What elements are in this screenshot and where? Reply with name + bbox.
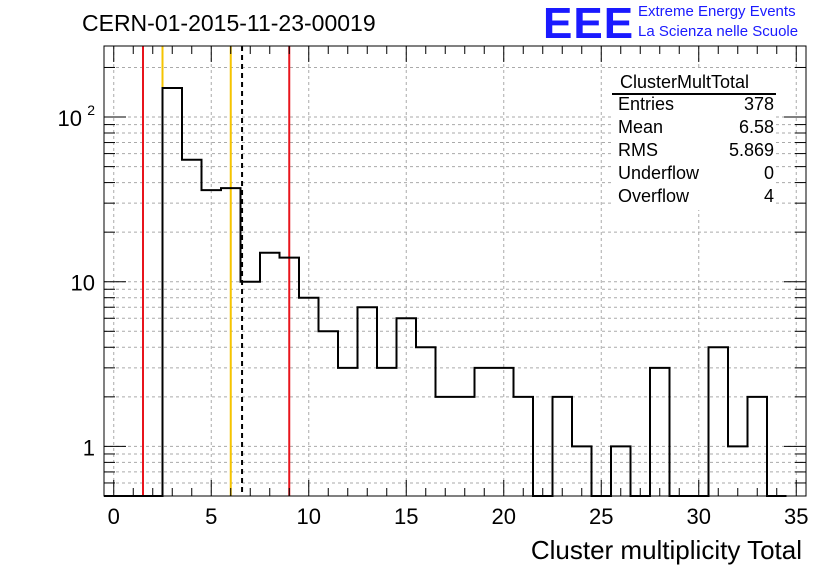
stats-row-underflow: Underflow 0 [618,163,774,186]
run-title: CERN-01-2015-11-23-00019 [82,10,376,36]
stats-value: 6.58 [738,117,774,137]
x-tick-label: 10 [297,504,321,529]
histogram-bin [163,88,183,496]
x-tick-label: 30 [687,504,711,529]
histogram-bin [319,331,339,496]
plot-frame-border [103,45,807,497]
x-tick-label: 20 [492,504,516,529]
stats-value: 4 [763,186,774,206]
x-tick-label: 35 [784,504,808,529]
histogram-series [104,87,787,497]
stats-row-overflow: Overflow 4 [618,186,774,209]
y-tick-label-exponent: 2 [87,102,95,118]
y-tick-label: 10 [71,271,95,296]
stats-box: ClusterMultTotal Entries 378 Mean 6.58 R… [612,70,776,210]
eee-logo-mark: EEE [543,0,635,48]
histogram-bin [650,368,670,496]
tick-labels: 0 5 10 15 20 25 30 35 1 10 10 2 [58,102,809,529]
stats-divider [612,93,776,95]
logo-subtitle-line1: Extreme Energy Events [638,3,796,20]
y-tick-label: 10 [58,106,82,131]
histogram-bin [358,307,378,496]
stats-key: Entries [618,94,675,114]
histogram-outline [104,87,787,497]
stats-key: Overflow [618,186,690,206]
stats-row-mean: Mean 6.58 [618,117,774,140]
histogram-bin [475,368,495,496]
stats-value: 5.869 [728,140,774,160]
stats-value: 378 [743,94,774,114]
histogram-bin [709,347,729,496]
histogram-bin [416,347,436,496]
stats-key: Underflow [618,163,700,183]
stats-row-rms: RMS 5.869 [618,140,774,163]
x-tick-label: 15 [394,504,418,529]
y-tick-label: 1 [83,435,95,460]
stats-title: ClusterMultTotal [620,72,750,92]
marker-lines [142,46,291,496]
x-axis-title: Cluster multiplicity Total [530,535,802,565]
eee-logo: EEE Extreme Energy Events La Scienza nel… [543,2,833,46]
stats-row-entries: Entries 378 [618,94,774,117]
stats-key: Mean [618,117,664,137]
histogram-bin [241,282,261,496]
axis-ticks [104,46,806,497]
stats-key: RMS [618,140,658,160]
histogram-bin [338,368,358,496]
logo-subtitle-line2: La Scienza nelle Scuole [638,23,799,40]
plot-frame [103,45,807,497]
histogram-bin [182,160,202,496]
histogram-bin [377,368,397,496]
stats-value: 0 [763,163,774,183]
x-tick-label: 5 [205,504,217,529]
x-tick-label: 25 [589,504,613,529]
x-tick-label: 0 [108,504,120,529]
